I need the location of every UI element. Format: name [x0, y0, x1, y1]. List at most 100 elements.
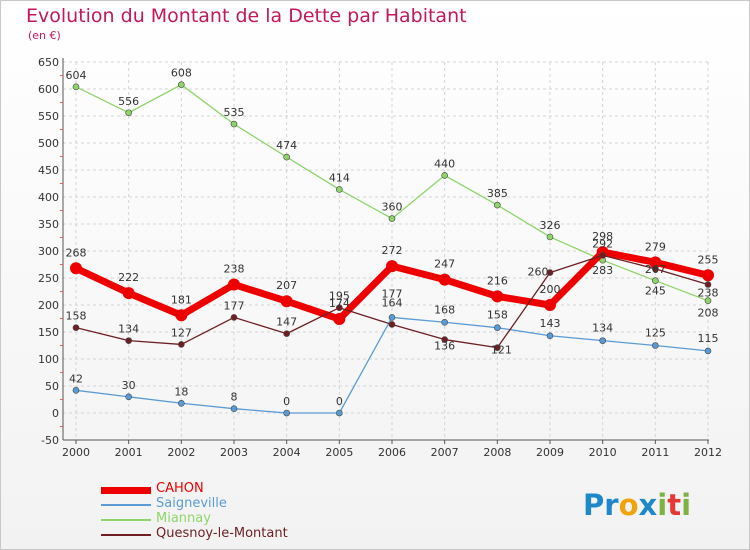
- data-point: [178, 399, 185, 407]
- x-tick-label: 2008: [483, 446, 511, 459]
- x-tick-label: 2004: [273, 446, 301, 459]
- x-tick-label: 2006: [378, 446, 406, 459]
- x-tick-label: 2002: [167, 446, 195, 459]
- data-point: [494, 201, 501, 209]
- brand-letter: x: [638, 488, 658, 522]
- y-tick-label: 250: [38, 272, 59, 285]
- series-lines: [70, 81, 714, 417]
- data-point: [72, 83, 80, 91]
- legend-swatch: [101, 534, 151, 536]
- legend-label: Saigneville: [156, 496, 227, 511]
- data-point: [704, 281, 712, 288]
- data-point: [122, 287, 135, 300]
- chart-subtitle: (en €): [28, 29, 61, 42]
- legend-label: Miannay: [156, 511, 211, 526]
- data-point: [72, 324, 80, 331]
- data-point: [125, 109, 132, 117]
- y-tick-label: 300: [38, 245, 59, 258]
- data-label: 604: [66, 69, 87, 82]
- data-point: [441, 172, 448, 179]
- y-tick-label: -50: [41, 434, 59, 447]
- x-tick-label: 2007: [431, 446, 459, 459]
- data-point: [652, 277, 659, 285]
- legend-swatch: [101, 486, 151, 494]
- data-point: [704, 347, 712, 355]
- data-label: 143: [540, 317, 561, 330]
- legend-label: Quesnoy-le-Montant: [156, 526, 288, 541]
- data-point: [228, 278, 240, 291]
- data-label: 385: [487, 187, 508, 200]
- data-label: 292: [592, 237, 613, 250]
- data-point: [388, 215, 396, 222]
- data-point: [336, 409, 343, 417]
- data-label: 255: [698, 253, 719, 266]
- data-label: 164: [382, 296, 403, 309]
- data-label: 177: [382, 287, 403, 300]
- data-label: 147: [276, 316, 297, 329]
- data-label: 279: [645, 240, 666, 253]
- data-label: 245: [645, 285, 666, 298]
- data-label: 136: [434, 340, 455, 353]
- x-tick-label: 2003: [220, 446, 248, 459]
- data-label: 127: [171, 326, 192, 339]
- data-point: [546, 332, 554, 340]
- data-label: 0: [283, 395, 290, 408]
- data-point: [230, 314, 238, 321]
- data-point: [546, 233, 554, 241]
- data-point: [230, 120, 238, 128]
- data-point: [70, 262, 82, 275]
- y-tick-label: 100: [38, 353, 59, 366]
- legend-swatch: [101, 504, 151, 506]
- data-label: 134: [118, 323, 139, 336]
- data-label: 326: [540, 219, 561, 232]
- data-point: [441, 336, 448, 343]
- data-labels: 268 222 181 238 207 174 272 247 216 200 298 279 255 4…: [66, 67, 719, 408]
- data-point: [283, 153, 290, 161]
- x-tick-label: 2000: [62, 446, 90, 459]
- legend-label: CAHON: [156, 481, 204, 496]
- data-label: 474: [276, 139, 297, 152]
- data-label: 216: [487, 274, 508, 287]
- data-point: [386, 260, 398, 273]
- data-label: 283: [592, 264, 613, 277]
- data-label: 440: [434, 157, 455, 170]
- chart-title: Evolution du Montant de la Dette par Hab…: [26, 5, 467, 27]
- axes: [60, 58, 709, 444]
- data-point: [280, 295, 293, 308]
- data-label: 42: [69, 372, 83, 385]
- data-label: 30: [122, 379, 136, 392]
- data-label: 181: [171, 293, 192, 306]
- y-tick-label: 550: [38, 110, 59, 123]
- brand-letter: t: [667, 488, 682, 522]
- data-label: 267: [645, 263, 666, 276]
- data-point: [333, 313, 346, 326]
- data-point: [494, 324, 501, 331]
- brand-logo: Proxiti: [583, 488, 691, 522]
- data-label: 298: [592, 230, 613, 243]
- brand-letter: i: [657, 488, 668, 522]
- y-tick-label: 500: [38, 137, 59, 150]
- y-tick-label: 200: [38, 299, 59, 312]
- y-tick-label: 0: [52, 407, 59, 420]
- data-label: 207: [276, 279, 297, 292]
- data-label: 8: [231, 391, 238, 404]
- data-label: 200: [540, 283, 561, 296]
- data-point: [491, 290, 504, 303]
- data-label: 115: [698, 332, 719, 345]
- data-label: 158: [66, 310, 87, 323]
- data-point: [125, 337, 132, 344]
- data-label: 18: [174, 385, 188, 398]
- x-tick-label: 2009: [536, 446, 564, 459]
- data-point: [178, 81, 185, 88]
- data-label: 414: [329, 171, 350, 184]
- data-point: [546, 269, 554, 276]
- data-label: 195: [329, 290, 350, 303]
- data-label: 556: [118, 95, 139, 108]
- x-tick-label: 2011: [641, 446, 669, 459]
- data-point: [72, 387, 80, 394]
- data-label: 268: [66, 246, 87, 259]
- x-axis-ticks: 2000 2001 2002 2003 2004 2005 2006 2007 2008 2009…: [62, 446, 722, 459]
- data-point: [283, 330, 290, 337]
- data-point: [230, 405, 238, 412]
- y-tick-label: 450: [38, 164, 59, 177]
